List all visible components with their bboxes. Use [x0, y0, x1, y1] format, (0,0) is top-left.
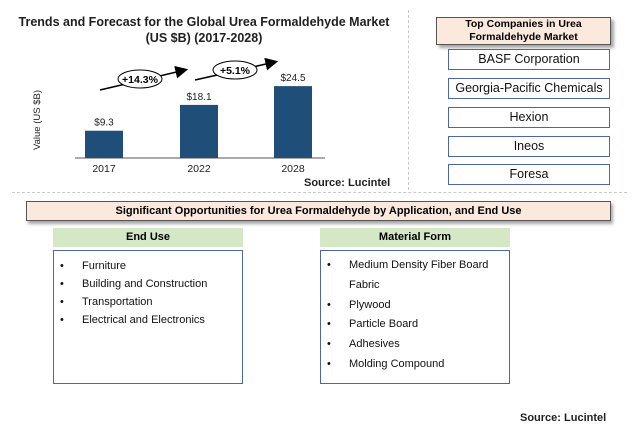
bar-chart: Value (US $B) $9.3 2017 $18.1 2022 $24.5 2028…: [32, 57, 325, 175]
bar-value-label: $9.3: [94, 118, 114, 129]
growth-badge: [117, 69, 163, 89]
bars-layer: $9.3 2017 $18.1 2022 $24.5 2028: [85, 73, 312, 175]
chart-title-line-1: Trends and Forecast for the Global Urea …: [18, 15, 390, 29]
material-form-list: • Medium Density Fiber Board Fabric • Plyw…: [320, 250, 510, 384]
end-use-header: End Use: [53, 228, 243, 247]
chart-title-line-2: (US $B) (2017-2028): [145, 31, 263, 45]
company-item: Georgia-Pacific Chemicals: [448, 78, 610, 99]
company-item: BASF Corporation: [448, 49, 610, 70]
growth-label: +5.1%: [220, 65, 251, 77]
list-item: • Furniture: [60, 260, 127, 272]
chart-source: Source: Lucintel: [304, 177, 391, 189]
list-item: • Molding Compound: [327, 357, 445, 370]
list-item: • Plywood: [327, 298, 391, 311]
growth-label: +14.3%: [122, 74, 159, 86]
x-tick-label: 2017: [92, 163, 116, 175]
horizontal-divider: [12, 192, 627, 193]
bar-2022: [180, 104, 218, 158]
vertical-divider: [408, 10, 409, 190]
bar-2028: [274, 86, 312, 158]
bar-2017: [85, 130, 123, 158]
growth-badge: [212, 60, 258, 80]
chart-title: Trends and Forecast for the Global Urea …: [8, 14, 400, 46]
growth-annotations: +14.3% +5.1%: [99, 57, 279, 91]
list-item: • Electrical and Electronics: [60, 314, 205, 326]
list-item: • Adhesives: [327, 338, 400, 351]
x-tick-label: 2022: [187, 163, 211, 175]
opportunities-header: Significant Opportunities for Urea Forma…: [26, 201, 611, 221]
bar-value-label: $24.5: [280, 73, 305, 84]
bar-value-label: $18.1: [186, 92, 211, 103]
company-item: Foresa: [448, 164, 610, 185]
x-tick-label: 2028: [281, 163, 305, 175]
list-item: • Particle Board: [327, 318, 419, 331]
material-form-header: Material Form: [320, 228, 510, 247]
y-axis-label: Value (US $B): [32, 90, 43, 150]
footer-source: Source: Lucintel: [520, 412, 607, 424]
company-item: Ineos: [448, 136, 610, 157]
company-item: Hexion: [448, 107, 610, 128]
list-item: • Medium Density Fiber Board: [327, 259, 489, 271]
list-item: • Building and Construction: [60, 278, 208, 290]
end-use-list: • Furniture • Building and Construction • T…: [53, 250, 243, 384]
list-item: • Transportation: [60, 296, 153, 308]
list-item: Fabric: [349, 278, 380, 291]
top-companies-header: Top Companies in Urea Formaldehyde Marke…: [436, 17, 611, 45]
